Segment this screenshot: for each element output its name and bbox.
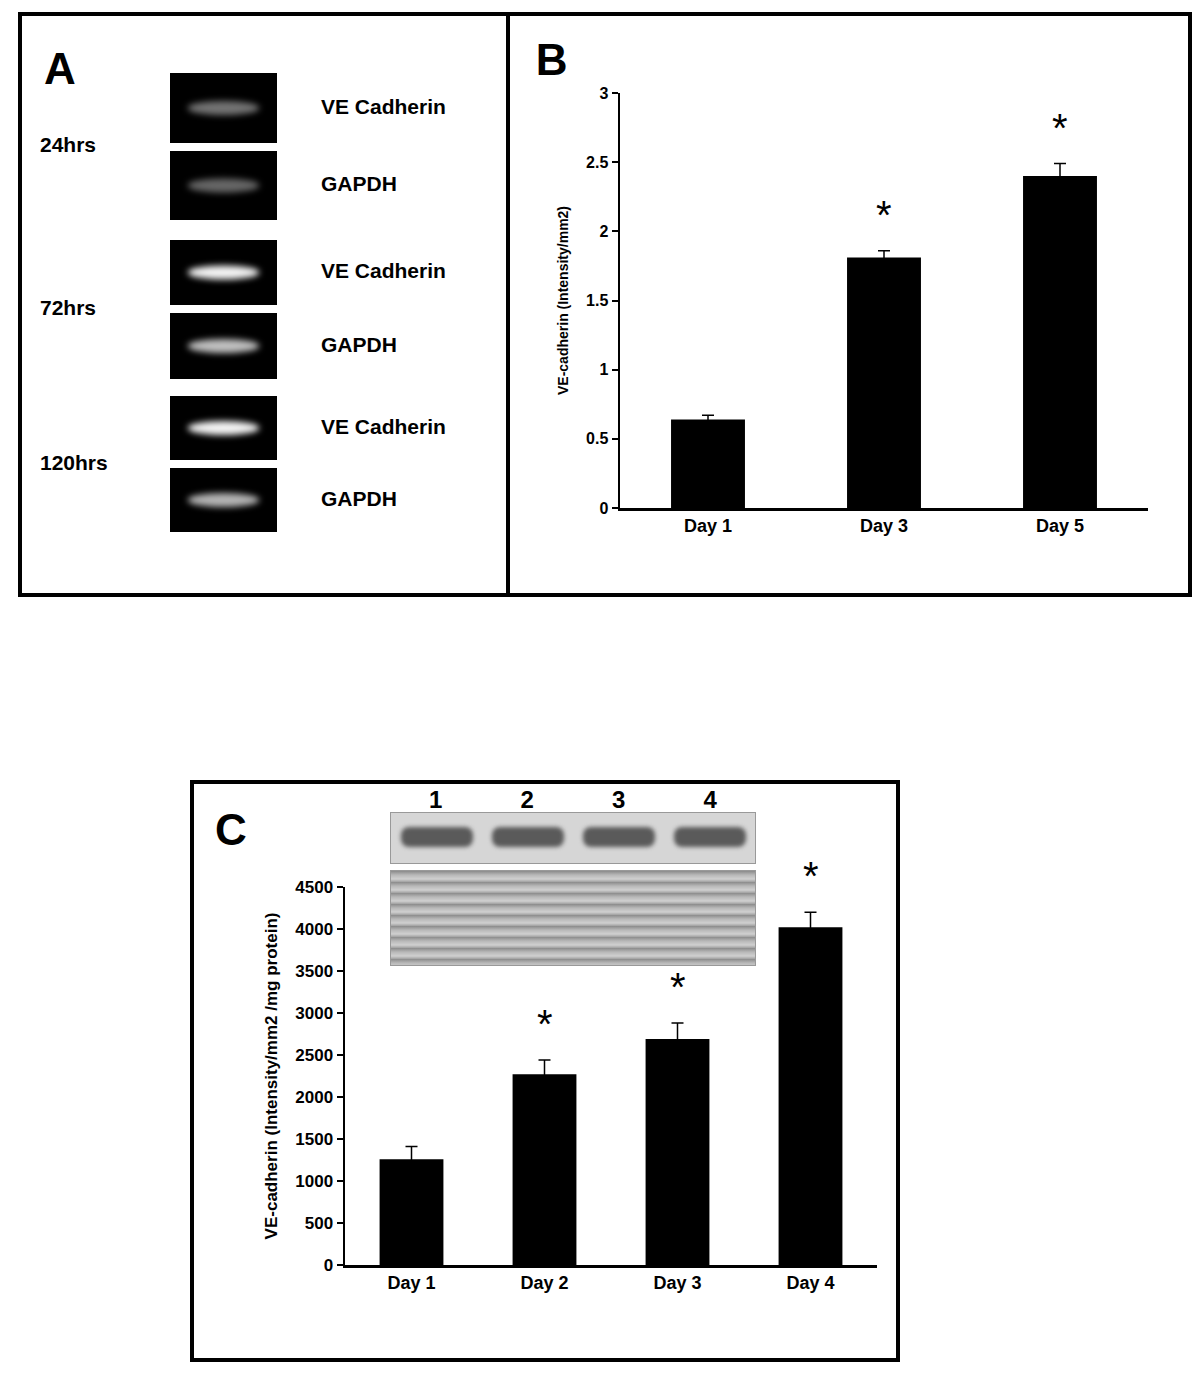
- svg-text:3500: 3500: [295, 962, 333, 981]
- svg-text:2500: 2500: [295, 1046, 333, 1065]
- svg-text:*: *: [537, 1002, 553, 1046]
- svg-text:0: 0: [324, 1256, 333, 1275]
- svg-text:Day 3: Day 3: [860, 516, 908, 536]
- svg-text:Day 5: Day 5: [1036, 516, 1084, 536]
- html-text:2: 2: [520, 786, 534, 813]
- svg-text:24hrs: 24hrs: [40, 133, 96, 156]
- svg-text:VE-cadherin (Intensity/mm2): VE-cadherin (Intensity/mm2): [555, 206, 571, 395]
- svg-text:Day 1: Day 1: [387, 1273, 435, 1293]
- svg-text:GAPDH: GAPDH: [321, 172, 397, 195]
- svg-text:2: 2: [599, 223, 608, 240]
- svg-text:0.5: 0.5: [586, 430, 608, 447]
- svg-text:Day 2: Day 2: [520, 1273, 568, 1293]
- svg-text:*: *: [876, 193, 892, 237]
- svg-text:*: *: [670, 965, 686, 1009]
- svg-text:3000: 3000: [295, 1004, 333, 1023]
- svg-text:500: 500: [305, 1214, 333, 1233]
- svg-text:B: B: [536, 35, 568, 84]
- svg-text:1000: 1000: [295, 1172, 333, 1191]
- svg-text:0: 0: [599, 500, 608, 517]
- svg-text:Day 1: Day 1: [684, 516, 732, 536]
- svg-text:3: 3: [599, 85, 608, 102]
- svg-text:VE Cadherin: VE Cadherin: [321, 259, 446, 282]
- svg-text:GAPDH: GAPDH: [321, 487, 397, 510]
- svg-text:4500: 4500: [295, 878, 333, 897]
- svg-text:2.5: 2.5: [586, 154, 608, 171]
- svg-text:120hrs: 120hrs: [40, 451, 108, 474]
- svg-text:C: C: [215, 805, 247, 854]
- svg-text:2000: 2000: [295, 1088, 333, 1107]
- svg-text:VE-cadherin (Intensity/mm2 /mg: VE-cadherin (Intensity/mm2 /mg protein): [262, 913, 281, 1240]
- svg-text:*: *: [1052, 106, 1068, 150]
- svg-text:VE Cadherin: VE Cadherin: [321, 95, 446, 118]
- svg-text:4000: 4000: [295, 920, 333, 939]
- svg-text:1: 1: [599, 361, 608, 378]
- html-text:4: 4: [703, 786, 717, 813]
- svg-text:*: *: [803, 854, 819, 898]
- html-text:1: 1: [429, 786, 443, 813]
- html-text:3: 3: [612, 786, 626, 813]
- svg-text:VE Cadherin: VE Cadherin: [321, 415, 446, 438]
- svg-text:Day 4: Day 4: [786, 1273, 834, 1293]
- svg-text:1500: 1500: [295, 1130, 333, 1149]
- svg-text:Day 3: Day 3: [653, 1273, 701, 1293]
- svg-text:A: A: [44, 44, 76, 93]
- svg-text:GAPDH: GAPDH: [321, 333, 397, 356]
- svg-text:72hrs: 72hrs: [40, 296, 96, 319]
- svg-text:1.5: 1.5: [586, 292, 608, 309]
